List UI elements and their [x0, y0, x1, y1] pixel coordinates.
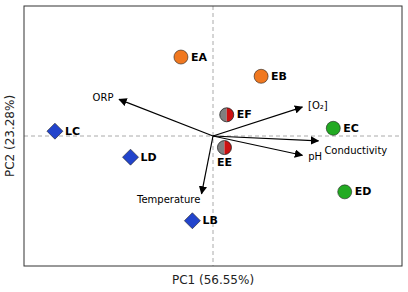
plot-background	[24, 6, 402, 266]
arrow-label: Temperature	[136, 194, 200, 205]
point-label: ED	[355, 185, 372, 198]
point-label: EB	[271, 70, 287, 83]
loading-arrow	[213, 107, 302, 136]
y-axis-label: PC2 (23.28%)	[3, 95, 17, 177]
point-circle	[338, 185, 352, 199]
loading-arrow	[213, 136, 318, 141]
point-label: LD	[141, 151, 157, 164]
point-left-half	[220, 108, 227, 122]
arrow-label: Conductivity	[324, 145, 387, 156]
point-diamond	[47, 123, 63, 139]
arrow-label: pH	[308, 151, 322, 162]
point-label: EF	[237, 108, 252, 121]
point-label: LB	[202, 214, 217, 227]
point-right-half	[224, 141, 231, 155]
point-outline	[220, 108, 234, 122]
point-circle	[174, 50, 188, 64]
point-outline	[217, 141, 231, 155]
point-label: EA	[191, 51, 208, 64]
point-label: EE	[217, 156, 232, 169]
loading-arrow	[213, 136, 302, 155]
loading-arrow	[202, 136, 213, 194]
point-label: EC	[343, 122, 359, 135]
arrow-label: ORP	[93, 92, 114, 103]
plot-area	[24, 6, 402, 266]
point-circle	[254, 69, 268, 83]
arrow-label: [O₂]	[308, 100, 328, 111]
point-left-half	[217, 141, 224, 155]
loading-arrow	[119, 99, 213, 136]
point-label: LC	[65, 125, 80, 138]
point-right-half	[227, 108, 234, 122]
x-axis-label: PC1 (56.55%)	[172, 273, 254, 287]
point-diamond	[184, 213, 200, 229]
chart: EA EB EC ED LC LD LB EF EE ORP [O₂] ConductivitypH T…	[0, 0, 408, 292]
labels: EA EB EC ED LC LD LB EF EE ORP [O₂] ConductivitypH T…	[65, 51, 387, 228]
plot-frame	[24, 6, 402, 266]
point-split-circle	[220, 108, 234, 122]
point-circle	[326, 121, 340, 135]
point-diamond	[123, 149, 139, 165]
point-split-circle	[217, 141, 231, 155]
